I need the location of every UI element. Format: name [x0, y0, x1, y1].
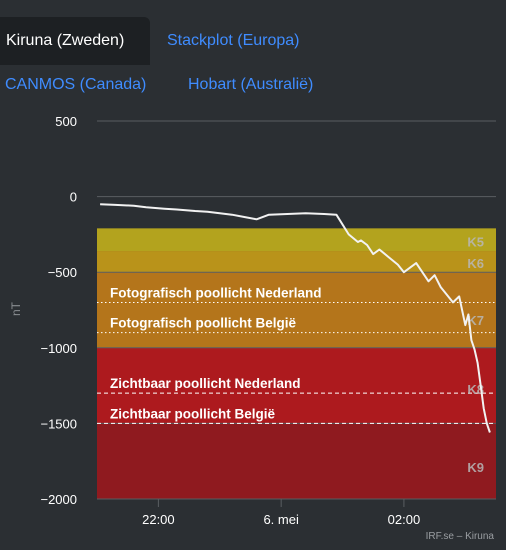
series-line: [100, 203, 491, 433]
tab-canmos[interactable]: CANMOS (Canada): [5, 76, 147, 93]
band-label: K5: [467, 234, 484, 249]
threshold-label: Zichtbaar poollicht België: [110, 406, 276, 421]
tab-bar: Kiruna (Zweden) Stackplot (Europa) CANMO…: [0, 0, 506, 106]
y-tick-label: −500: [48, 265, 77, 280]
y-tick-label: −1000: [40, 341, 77, 356]
tab-stackplot[interactable]: Stackplot (Europa): [167, 32, 300, 49]
data-series: [100, 203, 491, 433]
threshold-label: Fotografisch poollicht Nederland: [110, 285, 322, 300]
x-tick-label: 22:00: [142, 512, 175, 527]
y-tick-label: 500: [55, 114, 77, 129]
band-label: K7: [467, 313, 484, 328]
y-tick-label: 0: [70, 190, 77, 205]
x-tick-label: 02:00: [388, 512, 421, 527]
band-k9: [97, 423, 496, 499]
band-k7: [97, 272, 496, 348]
threshold-lines: Fotografisch poollicht Nederland Fotograf…: [97, 285, 496, 424]
x-axis: 22:00 6. mei 02:00: [142, 499, 420, 527]
band-k5: [97, 228, 496, 252]
y-axis: 500 0 −500 −1000 −1500 −2000: [40, 114, 77, 507]
threshold-label: Fotografisch poollicht België: [110, 316, 296, 331]
x-tick-label: 6. mei: [263, 512, 299, 527]
grid-lines: [97, 120, 496, 500]
band-k8: [97, 347, 496, 424]
k-index-bands: [97, 228, 496, 499]
tab-hobart[interactable]: Hobart (Australië): [188, 76, 314, 93]
tab-kiruna[interactable]: Kiruna (Zweden): [0, 17, 150, 65]
y-tick-label: −1500: [40, 416, 77, 431]
band-k6: [97, 251, 496, 273]
band-label: K6: [467, 256, 484, 271]
band-label: K9: [467, 460, 484, 475]
credit-label: IRF.se – Kiruna: [426, 531, 495, 542]
magnetometer-chart: Fotografisch poollicht Nederland Fotograf…: [9, 114, 496, 542]
threshold-label: Zichtbaar poollicht Nederland: [110, 376, 301, 391]
y-tick-label: −2000: [40, 492, 77, 507]
y-axis-label: nT: [9, 301, 23, 316]
